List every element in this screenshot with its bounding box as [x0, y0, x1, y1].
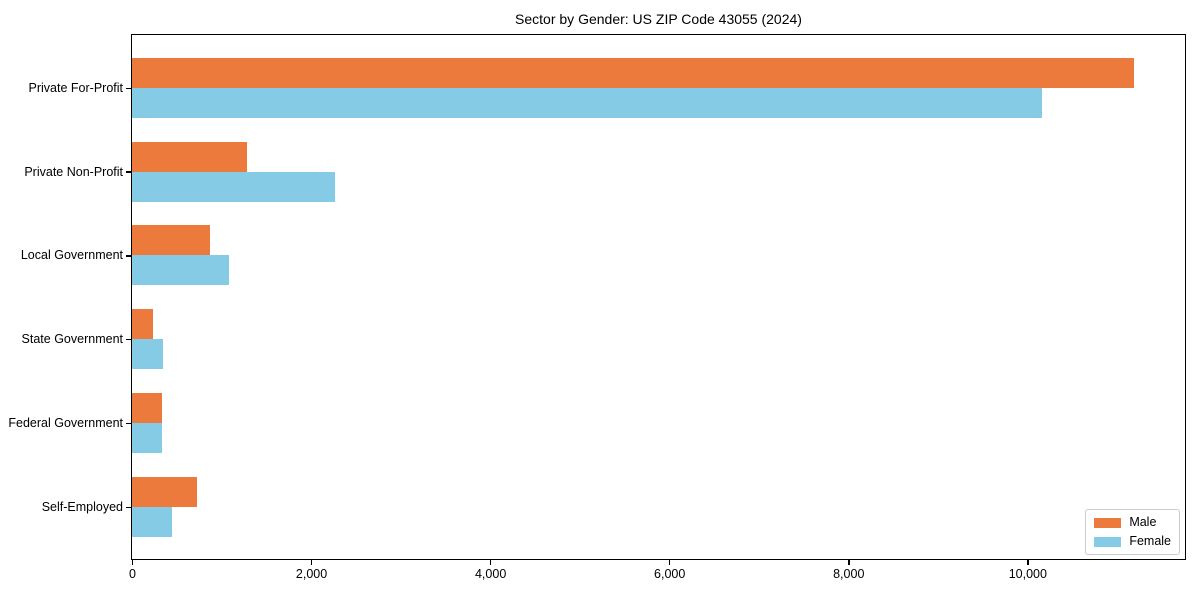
- y-tick-mark: [126, 255, 131, 257]
- x-axis-label: 0: [129, 567, 136, 581]
- x-tick-mark: [489, 560, 492, 565]
- x-tick-mark: [310, 560, 313, 565]
- bar-female-state-government: [132, 339, 163, 370]
- legend-item-male: Male: [1094, 516, 1171, 529]
- bar-male-federal-government: [132, 393, 163, 423]
- bar-male-private-for-profit: [132, 57, 1134, 88]
- y-axis-label: Local Government: [20, 248, 123, 263]
- bar-male-private-non-profit: [132, 141, 247, 172]
- bar-male-self-employed: [132, 476, 198, 507]
- y-tick-mark: [126, 338, 131, 341]
- y-axis-label: Self-Employed: [41, 499, 123, 514]
- chart-title: Sector by Gender: US ZIP Code 43055 (202…: [515, 11, 802, 27]
- plot-area: Male Female: [131, 34, 1186, 560]
- bar-female-private-for-profit: [132, 87, 1042, 118]
- y-tick-mark: [126, 87, 131, 90]
- y-axis-label: Private Non-Profit: [24, 164, 123, 179]
- bar-female-private-non-profit: [132, 171, 336, 202]
- bar-female-federal-government: [132, 423, 162, 453]
- legend: Male Female: [1085, 509, 1180, 555]
- bar-male-local-government: [132, 225, 210, 256]
- y-tick-mark: [126, 422, 131, 425]
- y-axis-label: Federal Government: [8, 416, 123, 430]
- x-axis-label: 10,000: [1008, 567, 1047, 581]
- x-axis-label: 8,000: [833, 567, 865, 581]
- female-legend-swatch: [1094, 536, 1122, 547]
- y-tick-mark: [126, 506, 131, 509]
- x-tick-mark: [668, 560, 671, 565]
- y-axis-label: State Government: [21, 332, 123, 347]
- x-axis-label: 2,000: [295, 567, 328, 581]
- bar-female-self-employed: [132, 506, 173, 537]
- x-axis-label: 6,000: [654, 567, 686, 581]
- x-tick-mark: [1027, 560, 1029, 565]
- x-tick-mark: [131, 560, 134, 565]
- legend-label-male: Male: [1129, 515, 1157, 529]
- bar-male-state-government: [132, 309, 154, 340]
- y-tick-mark: [126, 171, 131, 173]
- x-tick-mark: [848, 560, 850, 565]
- bar-female-local-government: [132, 255, 229, 286]
- male-legend-swatch: [1094, 517, 1122, 528]
- legend-label-female: Female: [1129, 534, 1171, 548]
- x-axis-label: 4,000: [474, 567, 507, 581]
- legend-item-female: Female: [1094, 535, 1171, 548]
- y-axis-label: Private For-Profit: [28, 80, 123, 95]
